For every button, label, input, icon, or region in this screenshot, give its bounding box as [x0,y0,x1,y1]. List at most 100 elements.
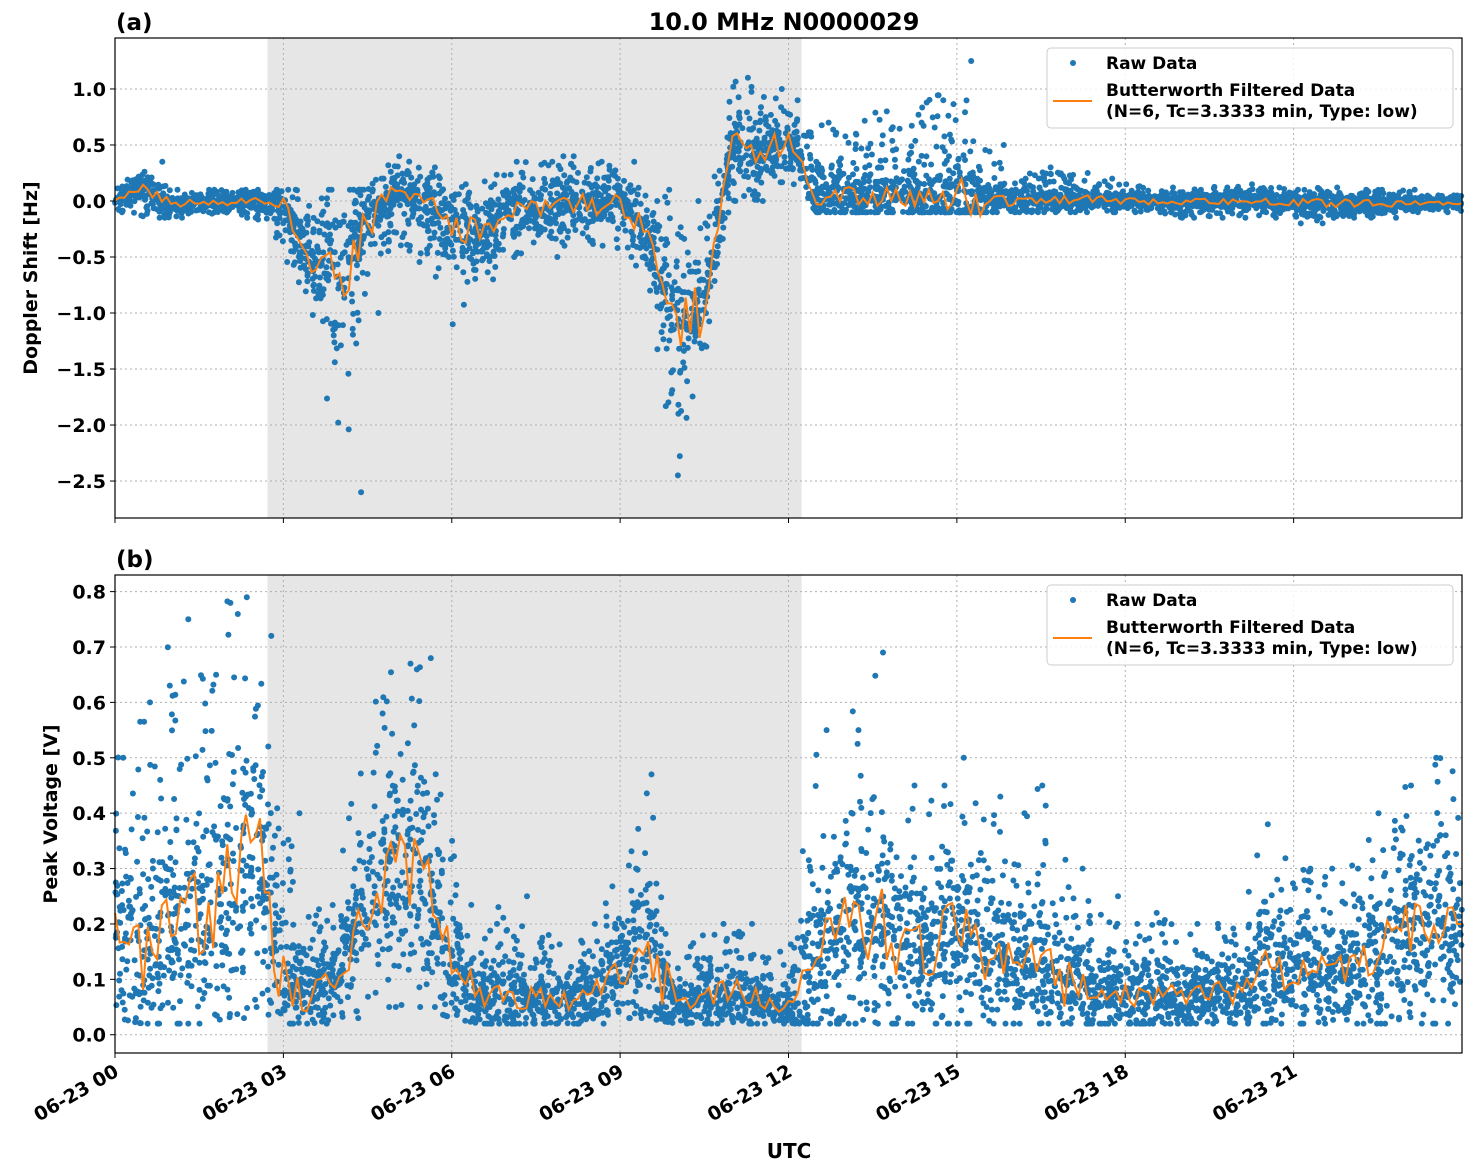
raw-point [906,209,912,215]
raw-point [835,176,841,182]
raw-point [853,141,859,147]
raw-point [892,164,898,170]
y-tick-label: 0.0 [72,191,106,213]
raw-point [177,998,183,1004]
raw-point [968,58,974,64]
raw-point [398,242,404,248]
raw-point [575,170,581,176]
raw-point [385,229,391,235]
raw-point [714,261,720,267]
raw-point [134,972,140,978]
raw-point [207,983,213,989]
raw-point [722,215,728,221]
raw-point [1048,171,1054,177]
raw-point [177,766,183,772]
raw-point [400,234,406,240]
raw-point [155,971,161,977]
raw-point [758,104,764,110]
raw-point [940,97,946,103]
raw-point [687,269,693,275]
raw-point [726,195,732,201]
raw-point [332,249,338,255]
raw-point [219,855,225,861]
raw-point [923,153,929,159]
raw-point [178,972,184,978]
raw-point [784,125,790,131]
raw-point [163,183,169,189]
raw-point [794,116,800,122]
raw-point [677,453,683,459]
raw-point [934,144,940,150]
raw-point [340,322,346,328]
raw-point [675,411,681,417]
raw-point [197,1021,203,1027]
raw-point [238,190,244,196]
raw-point [614,236,620,242]
raw-point [460,213,466,219]
raw-point [695,198,701,204]
raw-point [235,745,241,751]
raw-point [274,805,280,811]
raw-point [674,258,680,264]
raw-point [819,122,825,128]
raw-point [239,790,245,796]
chart-title: 10.0 MHz N0000029 [649,8,920,36]
raw-point [987,149,993,155]
raw-point [627,182,633,188]
raw-point [946,196,952,202]
raw-point [654,346,660,352]
raw-point [590,238,596,244]
raw-point [411,182,417,188]
raw-point [1191,215,1197,221]
raw-point [961,152,967,158]
raw-point [240,908,246,914]
raw-point [243,770,249,776]
raw-point [872,110,878,116]
raw-point [265,744,271,750]
raw-point [220,842,226,848]
raw-point [169,960,175,966]
raw-point [851,203,857,209]
raw-point [407,243,413,249]
raw-point [864,192,870,198]
raw-point [1145,188,1151,194]
raw-point [692,339,698,345]
raw-point [193,821,199,827]
y-tick-label: −2.0 [56,415,106,437]
raw-point [1170,185,1176,191]
raw-point [1415,209,1421,215]
raw-point [132,957,138,963]
raw-point [321,232,327,238]
raw-point [889,138,895,144]
raw-point [125,880,131,886]
raw-point [746,187,752,193]
raw-point [684,415,690,421]
raw-point [600,243,606,249]
raw-point [668,369,674,375]
raw-point [432,230,438,236]
raw-point [972,209,978,215]
raw-point [715,250,721,256]
raw-point [312,274,318,280]
raw-point [791,181,797,187]
raw-point [171,796,177,802]
raw-point [171,889,177,895]
raw-point [1295,187,1301,193]
raw-point [164,878,170,884]
raw-point [234,1011,240,1017]
raw-point [833,130,839,136]
raw-point [226,995,232,1001]
raw-point [170,974,176,980]
raw-point [859,185,865,191]
raw-point [496,241,502,247]
raw-point [686,335,692,341]
raw-point [858,146,864,152]
raw-point [472,276,478,282]
raw-point [1338,193,1344,199]
raw-point [758,166,764,172]
raw-point [975,188,981,194]
raw-point [265,964,271,970]
raw-point [1073,184,1079,190]
raw-point [331,332,337,338]
raw-point [1236,192,1242,198]
